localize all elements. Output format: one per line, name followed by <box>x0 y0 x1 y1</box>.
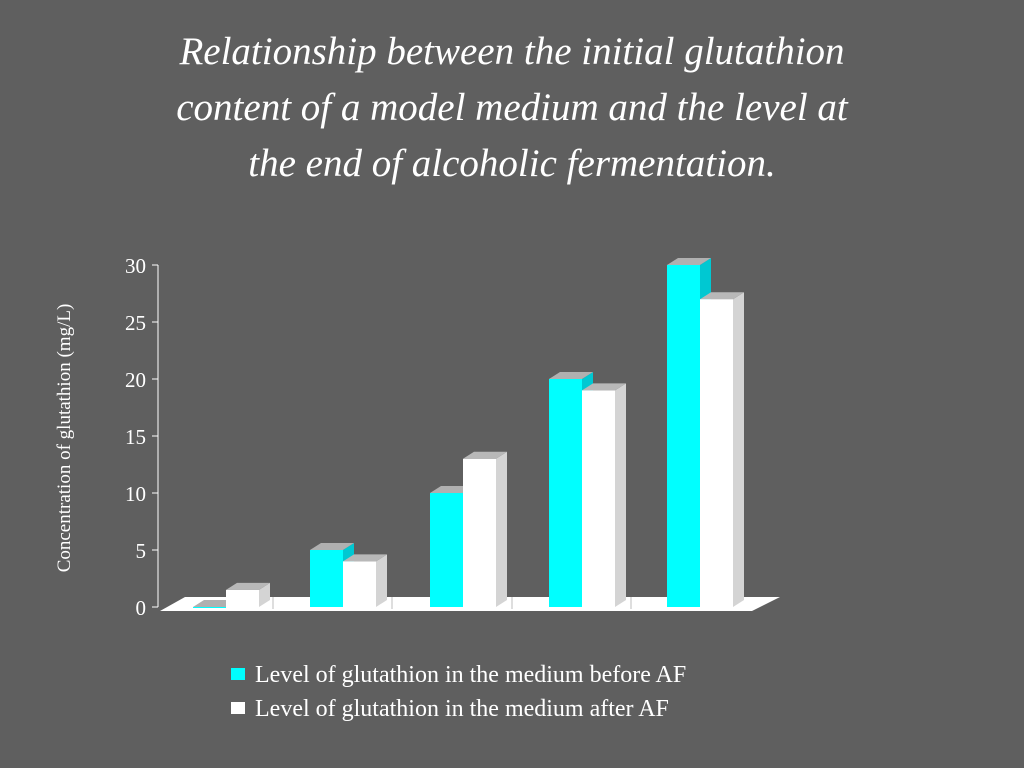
legend-label-before: Level of glutathion in the medium before… <box>255 662 687 688</box>
title-line-1: Relationship between the initial glutath… <box>179 30 845 73</box>
title-line-3: the end of alcoholic fermentation. <box>248 142 776 185</box>
legend-swatch-before <box>231 668 245 680</box>
y-axis-label: Concentration of glutathion (mg/L) <box>54 304 75 573</box>
bar-after-af <box>700 299 733 607</box>
bar-top <box>549 372 593 379</box>
bar-side <box>259 582 270 607</box>
y-axis: 0 5 10 15 20 25 30 <box>125 254 159 620</box>
bar-top <box>700 292 744 300</box>
chart-title: Relationship between the initial glutath… <box>60 24 964 192</box>
bar-top <box>310 543 354 550</box>
bar-after-af <box>343 561 376 607</box>
bar-top <box>667 258 711 265</box>
y-tick-label: 30 <box>125 254 146 278</box>
y-tick-label: 25 <box>125 311 146 335</box>
bar-top <box>463 451 507 459</box>
y-tick-label: 15 <box>125 425 146 449</box>
bar-after-af <box>463 458 496 607</box>
legend-swatch-after <box>231 702 245 714</box>
bar-before-af <box>310 550 343 607</box>
y-tick-label: 10 <box>125 482 146 506</box>
bar-before-af <box>667 265 700 607</box>
legend-item-after: Level of glutathion in the medium after … <box>231 696 669 723</box>
legend-label-after: Level of glutathion in the medium after … <box>255 696 669 722</box>
bar-before-af <box>193 607 226 608</box>
bar-top <box>226 582 270 590</box>
bar-side <box>376 554 387 607</box>
bar-side <box>615 383 626 607</box>
y-tick-label: 5 <box>136 539 147 563</box>
y-tick-label: 20 <box>125 368 146 392</box>
bar-side <box>496 451 507 607</box>
bar-after-af <box>582 390 615 607</box>
bar-before-af <box>549 379 582 607</box>
bar-top <box>343 554 387 562</box>
bar-after-af <box>226 589 259 607</box>
bar-side <box>733 292 744 607</box>
bars-group <box>193 258 744 608</box>
bar-top <box>582 383 626 391</box>
title-line-2: content of a model medium and the level … <box>176 86 848 129</box>
legend-item-before: Level of glutathion in the medium before… <box>231 662 686 689</box>
bar-before-af <box>430 493 463 607</box>
y-tick-label: 0 <box>136 596 147 620</box>
